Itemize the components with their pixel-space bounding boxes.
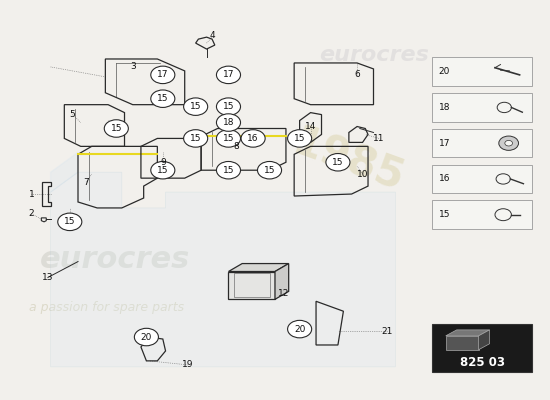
- Circle shape: [505, 140, 513, 146]
- Polygon shape: [446, 330, 490, 336]
- Circle shape: [288, 320, 312, 338]
- Text: 1: 1: [29, 190, 34, 198]
- Circle shape: [499, 136, 519, 150]
- Polygon shape: [51, 172, 395, 367]
- Text: 19: 19: [182, 360, 193, 369]
- Text: 15: 15: [438, 210, 450, 219]
- Text: 1985: 1985: [286, 122, 409, 201]
- Circle shape: [288, 130, 312, 147]
- Text: 2: 2: [29, 210, 34, 218]
- Circle shape: [151, 90, 175, 108]
- Polygon shape: [228, 272, 275, 299]
- Text: 15: 15: [111, 124, 122, 133]
- Text: 21: 21: [382, 326, 393, 336]
- Text: a passion for spare parts: a passion for spare parts: [29, 301, 184, 314]
- Text: 7: 7: [84, 178, 89, 187]
- Text: 9: 9: [160, 158, 166, 167]
- Text: eurocres: eurocres: [40, 244, 190, 274]
- Text: 8: 8: [234, 142, 240, 151]
- Circle shape: [241, 130, 265, 147]
- Text: 20: 20: [141, 332, 152, 342]
- Circle shape: [184, 98, 208, 115]
- Text: 17: 17: [157, 70, 168, 79]
- Text: 825 03: 825 03: [460, 356, 504, 369]
- Circle shape: [257, 162, 282, 179]
- Text: 15: 15: [223, 166, 234, 175]
- FancyBboxPatch shape: [432, 165, 532, 193]
- Circle shape: [217, 66, 240, 84]
- Text: 18: 18: [223, 118, 234, 127]
- Text: 5: 5: [70, 110, 75, 119]
- FancyBboxPatch shape: [432, 324, 532, 372]
- Text: 15: 15: [157, 94, 168, 103]
- FancyBboxPatch shape: [432, 93, 532, 122]
- FancyBboxPatch shape: [432, 200, 532, 229]
- Circle shape: [217, 98, 240, 115]
- Circle shape: [184, 130, 208, 147]
- Circle shape: [326, 154, 350, 171]
- Text: 10: 10: [357, 170, 368, 179]
- Polygon shape: [228, 264, 289, 272]
- Text: 15: 15: [190, 134, 201, 143]
- Text: 4: 4: [209, 31, 215, 40]
- Text: 15: 15: [157, 166, 168, 175]
- Text: 16: 16: [438, 174, 450, 184]
- Circle shape: [217, 130, 240, 147]
- Circle shape: [217, 162, 240, 179]
- Text: 12: 12: [278, 289, 289, 298]
- Text: 3: 3: [130, 62, 136, 72]
- Text: 14: 14: [305, 122, 316, 131]
- FancyBboxPatch shape: [432, 57, 532, 86]
- Circle shape: [58, 213, 82, 230]
- Text: 15: 15: [223, 102, 234, 111]
- Text: 15: 15: [64, 217, 75, 226]
- Text: 17: 17: [223, 70, 234, 79]
- Circle shape: [217, 114, 240, 131]
- Polygon shape: [51, 152, 78, 192]
- Text: 15: 15: [190, 102, 201, 111]
- Text: 16: 16: [248, 134, 259, 143]
- Text: 6: 6: [354, 70, 360, 79]
- Text: 18: 18: [438, 103, 450, 112]
- Circle shape: [134, 328, 158, 346]
- Circle shape: [151, 162, 175, 179]
- Text: 20: 20: [438, 67, 450, 76]
- Circle shape: [104, 120, 128, 137]
- Polygon shape: [275, 264, 289, 299]
- Text: 15: 15: [294, 134, 305, 143]
- Polygon shape: [478, 330, 490, 350]
- Circle shape: [151, 66, 175, 84]
- Polygon shape: [446, 336, 478, 350]
- Text: 11: 11: [373, 134, 384, 143]
- Text: 13: 13: [42, 273, 54, 282]
- Text: eurocres: eurocres: [319, 45, 428, 65]
- Text: 20: 20: [294, 324, 305, 334]
- Text: 15: 15: [264, 166, 276, 175]
- Text: 15: 15: [332, 158, 344, 167]
- Text: 17: 17: [438, 139, 450, 148]
- Text: 15: 15: [223, 134, 234, 143]
- FancyBboxPatch shape: [432, 129, 532, 158]
